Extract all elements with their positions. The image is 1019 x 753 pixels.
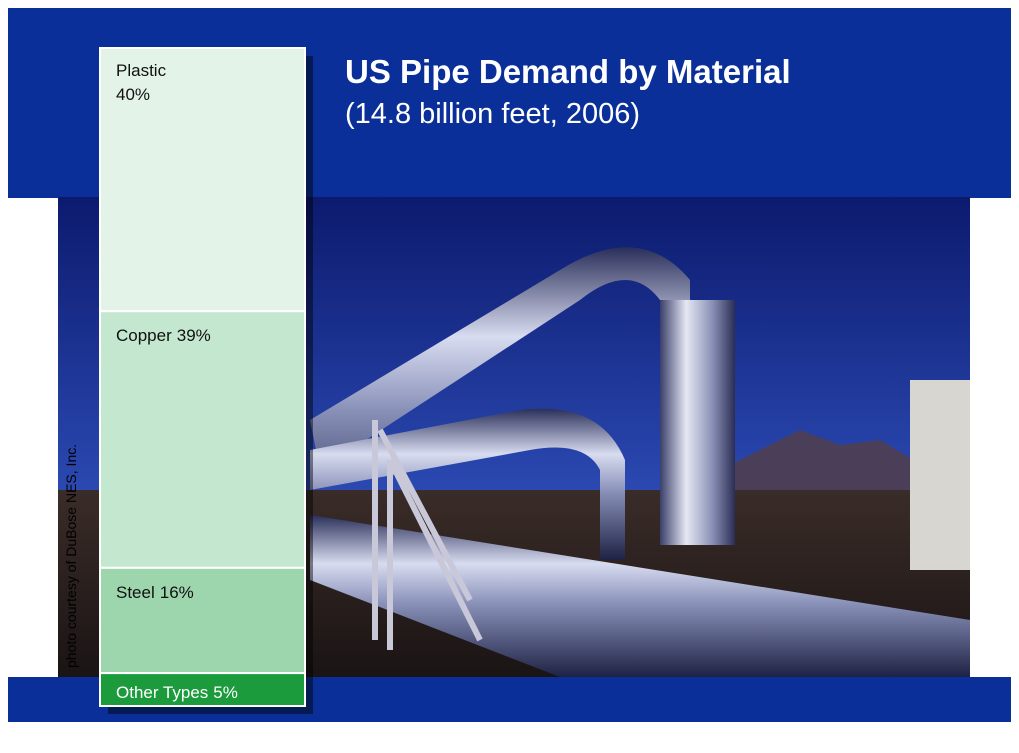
- segment-name: Plastic: [116, 61, 167, 80]
- value-label: 16%: [160, 583, 194, 602]
- segment-label: Copper 39%: [116, 326, 211, 345]
- value-label: 5%: [213, 683, 238, 702]
- page: photo courtesy of DuBose NES, Inc. US Pi…: [0, 0, 1019, 753]
- photo-credit: photo courtesy of DuBose NES, Inc.: [63, 444, 79, 668]
- chart-title: US Pipe Demand by Material: [345, 53, 791, 90]
- chart-subtitle: (14.8 billion feet, 2006): [345, 98, 640, 130]
- segment-label: Other Types 5%: [116, 683, 238, 702]
- stacked-bar: Plastic 40% Copper 39% Steel 16% Other Types 5%: [100, 48, 305, 706]
- segment-name: Steel: [116, 583, 155, 602]
- value-label: 40%: [116, 85, 150, 104]
- value-label: 39%: [177, 326, 211, 345]
- segment-name: Copper: [116, 326, 172, 345]
- segment-name: Other Types: [116, 683, 208, 702]
- bar-segment: [100, 311, 305, 568]
